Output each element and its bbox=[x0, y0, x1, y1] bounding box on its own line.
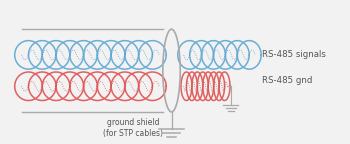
Text: ground shield
(for STP cables): ground shield (for STP cables) bbox=[103, 118, 163, 138]
Text: RS-485 signals: RS-485 signals bbox=[262, 50, 326, 59]
Text: RS-485 gnd: RS-485 gnd bbox=[262, 76, 313, 85]
